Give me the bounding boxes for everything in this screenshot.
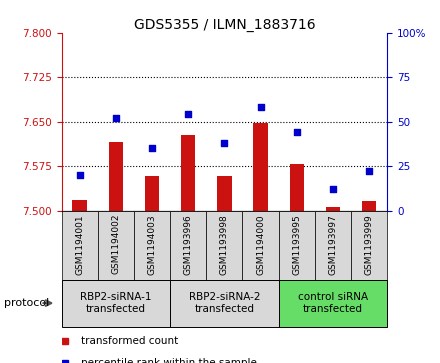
Text: GSM1194001: GSM1194001: [75, 214, 84, 275]
Text: RBP2-siRNA-1
transfected: RBP2-siRNA-1 transfected: [80, 292, 152, 314]
Bar: [362, 201, 376, 211]
Point: [221, 140, 228, 146]
Title: GDS5355 / ILMN_1883716: GDS5355 / ILMN_1883716: [134, 18, 315, 32]
Bar: [62, 211, 98, 280]
Point: [366, 168, 373, 174]
Bar: [73, 200, 87, 211]
Bar: [351, 211, 387, 280]
Bar: [326, 207, 340, 211]
Point: [112, 115, 119, 121]
Point: [257, 105, 264, 110]
Point: [149, 145, 156, 151]
Bar: [109, 142, 123, 211]
Text: GSM1193997: GSM1193997: [328, 214, 337, 275]
Text: percentile rank within the sample: percentile rank within the sample: [81, 358, 257, 363]
Bar: [279, 211, 315, 280]
Text: transformed count: transformed count: [81, 336, 178, 346]
Bar: [145, 176, 159, 211]
Bar: [206, 211, 242, 280]
Bar: [253, 123, 268, 211]
Point: [330, 186, 337, 192]
Bar: [290, 164, 304, 211]
Text: GSM1193998: GSM1193998: [220, 214, 229, 275]
Bar: [181, 135, 195, 211]
Bar: [279, 280, 387, 327]
Bar: [242, 211, 279, 280]
Bar: [170, 280, 279, 327]
Text: RBP2-siRNA-2
transfected: RBP2-siRNA-2 transfected: [189, 292, 260, 314]
Text: GSM1194000: GSM1194000: [256, 214, 265, 275]
Text: GSM1194002: GSM1194002: [111, 214, 121, 274]
Text: GSM1193999: GSM1193999: [365, 214, 374, 275]
Bar: [98, 211, 134, 280]
Text: GSM1194003: GSM1194003: [147, 214, 157, 275]
Bar: [217, 176, 231, 211]
Text: protocol: protocol: [4, 298, 50, 308]
Text: GSM1193996: GSM1193996: [184, 214, 193, 275]
Bar: [134, 211, 170, 280]
Text: GSM1193995: GSM1193995: [292, 214, 301, 275]
Text: control siRNA
transfected: control siRNA transfected: [298, 292, 368, 314]
Point: [185, 111, 192, 117]
Bar: [315, 211, 351, 280]
Bar: [62, 280, 170, 327]
Point: [293, 129, 300, 135]
Bar: [170, 211, 206, 280]
Point: [76, 172, 83, 178]
